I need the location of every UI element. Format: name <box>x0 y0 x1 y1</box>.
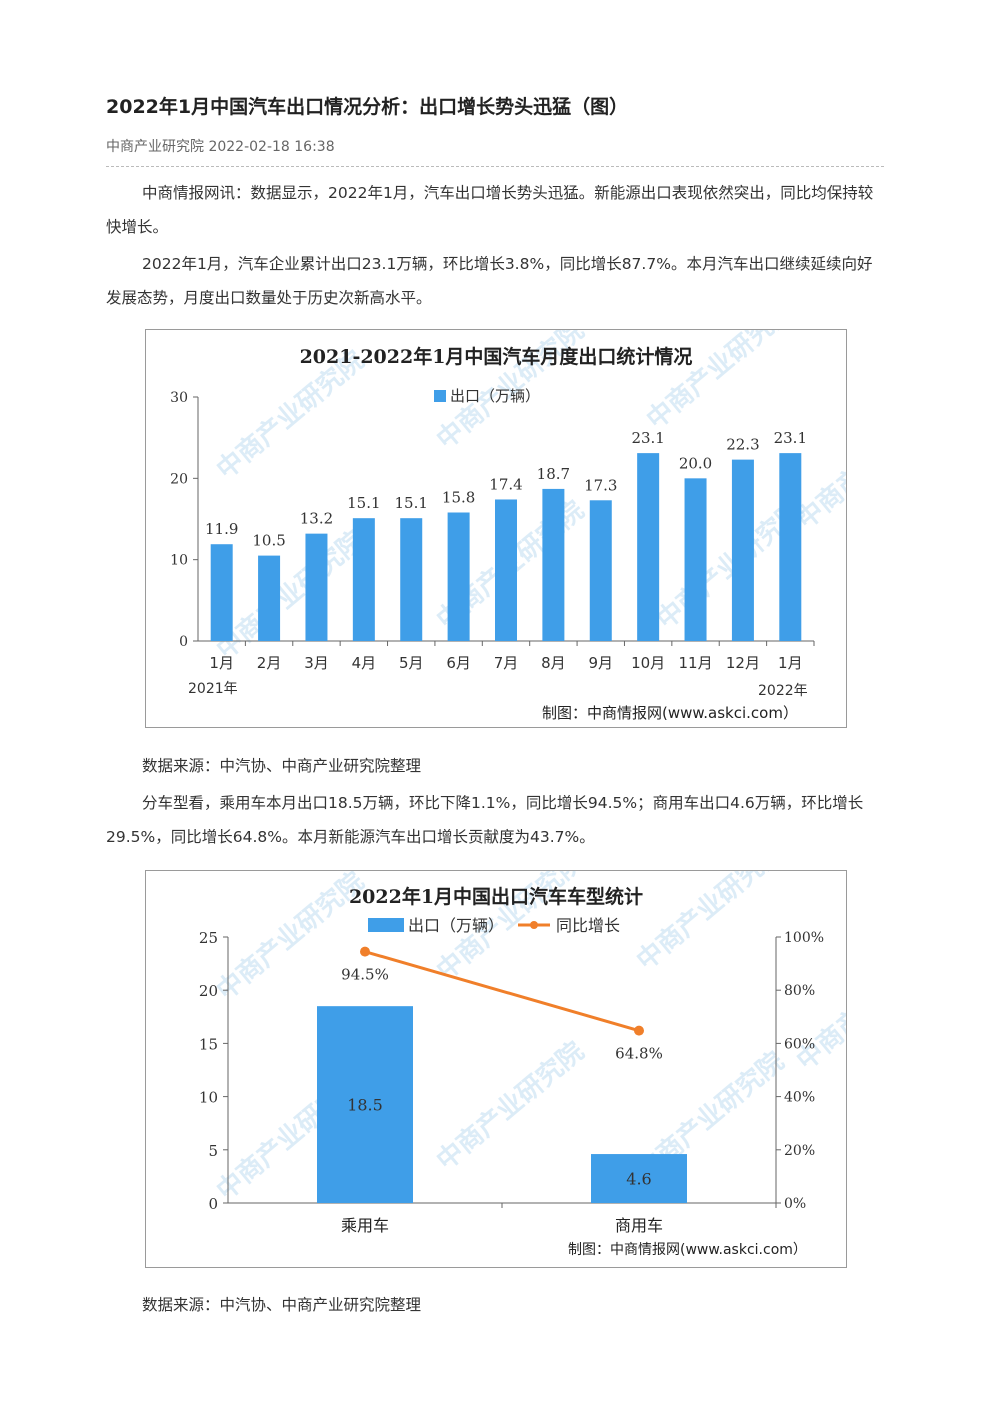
chart2-bar <box>317 1006 413 1203</box>
chart1-year-start: 2021年 <box>188 681 238 697</box>
chart2-title: 2022年1月中国出口汽车车型统计 <box>349 885 643 908</box>
chart2-y-tick-label: 5 <box>208 1142 218 1160</box>
chart1-credit: 制图：中商情报网(www.askci.com） <box>542 704 798 722</box>
chart2-y2-tick-label: 80% <box>784 983 815 999</box>
chart1-bar <box>352 518 375 641</box>
chart1-x-tick-label: 1月 <box>209 654 234 672</box>
chart2-y-tick-label: 25 <box>199 929 218 947</box>
chart2-legend-line-label: 同比增长 <box>556 916 620 935</box>
chart1-bar-value-label: 17.4 <box>489 475 522 493</box>
chart2-legend-line-marker <box>530 921 538 929</box>
chart1-bar <box>779 453 802 641</box>
chart1-y-tick-label: 0 <box>179 634 188 650</box>
chart2-y2-tick-label: 20% <box>784 1143 815 1159</box>
chart1-x-tick-label: 1月 <box>778 654 803 672</box>
chart1-bar <box>637 453 660 641</box>
chart1-legend-label: 出口（万辆） <box>450 387 540 405</box>
chart2-bar-value-label: 4.6 <box>626 1170 651 1189</box>
chart1-bar <box>684 478 707 641</box>
watermark-text: 中商产业研究院 <box>211 525 370 666</box>
chart1-y-tick-label: 30 <box>170 390 188 406</box>
chart1-x-tick-label: 2月 <box>257 654 282 672</box>
chart1-x-tick-label: 6月 <box>446 654 471 672</box>
chart1-bar-value-label: 13.2 <box>300 510 333 528</box>
article-meta: 中商产业研究院 2022-02-18 16:38 <box>106 139 335 155</box>
chart1-bar-value-label: 22.3 <box>726 436 759 454</box>
chart1-x-tick-label: 9月 <box>588 654 613 672</box>
chart1-bar-value-label: 15.8 <box>442 488 475 506</box>
chart2-y-tick-label: 15 <box>199 1035 218 1053</box>
chart1-title: 2021-2022年1月中国汽车月度出口统计情况 <box>300 345 693 368</box>
chart2-legend-bar-swatch <box>368 918 404 932</box>
source-note-1: 数据来源：中汽协、中商产业研究院整理 <box>142 757 422 775</box>
chart1-bar-value-label: 11.9 <box>205 520 238 538</box>
chart1-bar-value-label: 23.1 <box>631 429 664 447</box>
watermark-text: 中商产业研究院 <box>211 871 370 1006</box>
chart2-x-tick-label: 商用车 <box>615 1216 663 1235</box>
chart1-bar-value-label: 23.1 <box>774 429 807 447</box>
chart2-credit: 制图：中商情报网(www.askci.com） <box>568 1242 807 1258</box>
chart2-y2-tick-label: 60% <box>784 1036 815 1052</box>
chart1-bar-value-label: 17.3 <box>584 476 617 494</box>
chart2-bar <box>591 1154 687 1203</box>
chart1-y-tick-label: 20 <box>170 471 188 487</box>
chart1-x-tick-label: 5月 <box>399 654 424 672</box>
chart2-y2-tick-label: 0% <box>784 1196 806 1212</box>
watermark-text: 中商产业研究院 <box>431 1036 590 1177</box>
watermark-text: 中商产业研究院 <box>791 936 846 1077</box>
chart2-y-tick-label: 0 <box>208 1195 218 1213</box>
chart1-x-tick-label: 8月 <box>541 654 566 672</box>
paragraph-1: 中商情报网讯：数据显示，2022年1月，汽车出口增长势头迅猛。新能源出口表现依然… <box>106 184 874 236</box>
chart1-bar-value-label: 20.0 <box>679 454 712 472</box>
chart1-bar <box>400 518 423 641</box>
chart1-x-tick-label: 4月 <box>352 654 377 672</box>
chart1-bar-value-label: 10.5 <box>252 532 285 550</box>
chart1-year-end: 2022年 <box>758 683 808 699</box>
chart2-legend-bar-label: 出口（万辆） <box>408 916 504 935</box>
chart1-bar <box>731 459 754 641</box>
chart1-bar <box>258 555 281 641</box>
source-note-2: 数据来源：中汽协、中商产业研究院整理 <box>142 1296 422 1314</box>
chart2-growth-line <box>364 950 640 1033</box>
chart1-x-tick-label: 10月 <box>631 654 665 672</box>
chart1-bar <box>542 488 565 641</box>
monthly-export-chart: 中商产业研究院 中商产业研究院 中商产业研究院 中商产业研究院 中商产业研究院 中商产业研… <box>145 295 950 728</box>
chart2-x-tick-label: 乘用车 <box>341 1216 389 1235</box>
chart1-bar <box>589 500 612 641</box>
divider <box>106 166 884 167</box>
chart1-x-tick-label: 11月 <box>678 654 712 672</box>
chart1-x-tick-label: 12月 <box>726 654 760 672</box>
chart2-growth-point <box>634 1025 644 1036</box>
chart1-bar <box>447 512 470 641</box>
chart2-y-tick-label: 20 <box>199 982 218 1000</box>
chart1-bar-value-label: 15.1 <box>395 494 428 512</box>
chart1-legend-swatch <box>434 390 446 402</box>
chart1-bar <box>305 533 328 641</box>
chart2-y2-tick-label: 100% <box>784 930 824 946</box>
paragraph-3: 分车型看，乘用车本月出口18.5万辆，环比下降1.1%，同比增长94.5%；商用… <box>106 794 864 846</box>
chart2-bar-value-label: 18.5 <box>347 1096 383 1115</box>
watermark-text: 中商产业研究院 <box>631 871 790 976</box>
chart1-bar <box>210 544 233 641</box>
chart1-x-tick-label: 7月 <box>494 654 519 672</box>
chart2-y-tick-label: 10 <box>199 1089 218 1107</box>
chart1-bar-value-label: 18.7 <box>537 465 570 483</box>
chart1-x-tick-label: 3月 <box>304 654 329 672</box>
chart1-bar <box>495 499 517 641</box>
vehicle-type-chart: 中商产业研究院 中商产业研究院 中商产业研究院 中商产业研究院 中商产业研究院 中商产业研… <box>145 836 950 1268</box>
chart2-y2-tick-label: 40% <box>784 1090 815 1106</box>
chart2-growth-point <box>360 946 370 957</box>
paragraph-2: 2022年1月，汽车企业累计出口23.1万辆，环比增长3.8%，同比增长87.7… <box>106 255 873 307</box>
article-title: 2022年1月中国汽车出口情况分析：出口增长势头迅猛（图） <box>106 96 629 118</box>
chart2-growth-label: 94.5% <box>341 966 389 984</box>
chart1-bar-value-label: 15.1 <box>347 494 380 512</box>
chart1-y-tick-label: 10 <box>170 553 188 569</box>
chart2-growth-label: 64.8% <box>615 1045 663 1063</box>
